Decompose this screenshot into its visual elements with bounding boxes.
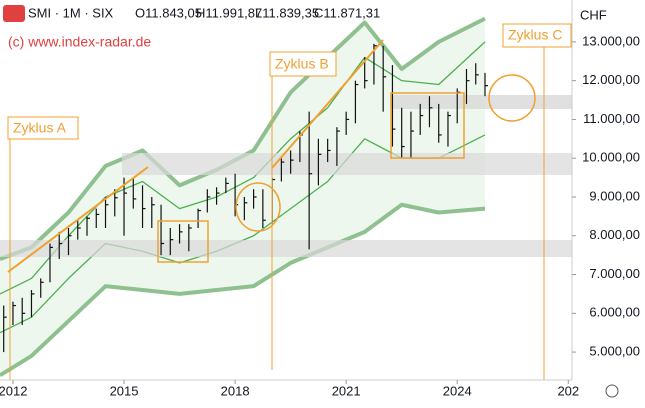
circle [235,182,281,232]
y-tick-label: 9.000,00 [589,188,640,203]
zone [122,153,572,175]
y-tick-label: 11.000,00 [583,111,640,126]
price-axis [572,0,645,403]
y-tick-label: 13.000,00 [582,33,640,48]
ohlc-close: C11.871,31 [314,5,380,20]
source: (c) www.index-radar.de [8,34,151,50]
x-tick-label: 2015 [110,383,139,398]
logo [3,5,25,22]
y-tick-label: 8.000,00 [589,227,640,242]
range-box [157,220,209,263]
band-line [0,202,486,378]
annotation: Zyklus A [13,120,67,136]
time-axis [0,380,645,403]
y-tick-label: 7.000,00 [589,266,640,281]
ohlc-open: O11.843,05 [135,5,202,20]
y-tick-label: 6.000,00 [589,305,640,320]
zone [390,95,572,109]
label-box [269,51,337,77]
annotation: Zyklus B [275,56,329,72]
currency: CHF [580,7,607,22]
trend-line [7,166,149,273]
zone [0,240,572,257]
x-tick-label: 2021 [332,383,361,398]
y-tick-label: 12.000,00 [582,72,640,87]
price-bars [3,43,488,353]
settings-icon[interactable] [605,384,619,398]
x-tick-label: 202 [557,383,579,398]
ticks: 13.000,00 12.000,00 11.000,00 10.000,00 9.00… [0,33,640,398]
range-box [390,92,465,159]
ohlc-high: H11.991,87 [196,5,262,20]
circle [488,74,536,122]
y-tick-label: 10.000,00 [582,150,640,165]
trend-line [271,39,384,169]
x-tick-label: 2012 [0,383,27,398]
y-tick-label: 5.000,00 [589,344,640,359]
x-tick-label: 2024 [443,383,472,398]
ohlc-low: L11.839,35 [255,5,319,20]
label-box [502,23,572,48]
symbol: SMI · 1M · SIX [28,5,114,20]
annotation: Zyklus C [508,27,562,43]
label-box [7,116,79,140]
x-tick-label: 2018 [221,383,250,398]
drawings [7,23,572,380]
